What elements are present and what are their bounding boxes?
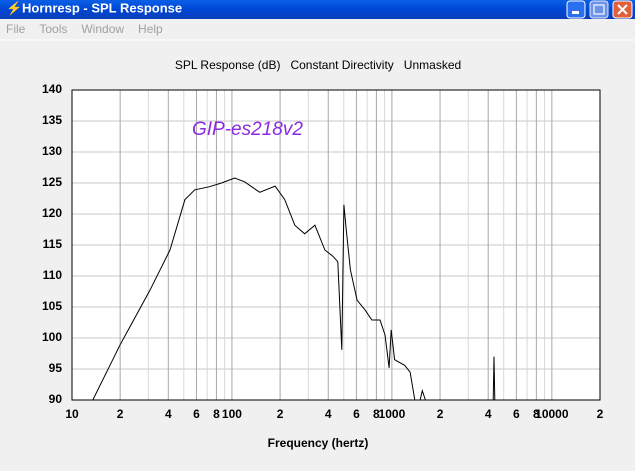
x-tick-label: 6: [353, 407, 360, 421]
y-tick-label: 120: [42, 206, 62, 220]
close-icon: [617, 4, 628, 15]
x-tick-label: 6: [193, 407, 200, 421]
x-tick-label: 4: [165, 407, 172, 421]
y-tick-label: 135: [42, 113, 62, 127]
x-tick-label: 100: [222, 407, 242, 421]
plot-border: [71, 89, 601, 401]
annotation: GIP-es218v2: [192, 119, 303, 140]
x-tick-label: 2: [117, 407, 124, 421]
x-tick-label: 1000: [379, 407, 406, 421]
x-tick-label: 2: [437, 407, 444, 421]
y-tick-label: 110: [43, 268, 63, 282]
menu-item[interactable]: File: [6, 22, 26, 36]
x-tick-label: 4: [325, 407, 332, 421]
menu-item[interactable]: Help: [138, 22, 163, 36]
x-tick-label: 4: [485, 407, 492, 421]
minimize-icon: [572, 11, 579, 14]
y-tick-label: 90: [49, 392, 63, 406]
minimize-button[interactable]: [566, 0, 586, 19]
series: [92, 177, 496, 400]
x-tick-label: 8: [373, 407, 380, 421]
x-tick-label: 2: [277, 407, 284, 421]
y-tick-label: 105: [42, 299, 62, 313]
spl-curve: [92, 177, 496, 400]
x-tick-label: 8: [533, 407, 540, 421]
window-title: Hornresp - SPL Response: [22, 0, 182, 15]
x-tick-label: 8: [213, 407, 220, 421]
maximize-icon: [593, 4, 605, 15]
x-tick-label: 6: [513, 407, 520, 421]
x-tick-label: 2: [597, 407, 604, 421]
y-tick-label: 130: [42, 144, 62, 158]
y-tick-label: 140: [42, 82, 62, 96]
app-icon: ⚡: [6, 0, 22, 16]
x-axis-label: Frequency (hertz): [268, 436, 369, 450]
chart-title: SPL Response (dB) Constant Directivity U…: [175, 58, 461, 72]
title-bar: [0, 0, 635, 19]
y-tick-label: 95: [49, 361, 63, 375]
menu-bar: File Tools Window Help: [6, 22, 163, 36]
x-tick-label: 10000: [535, 407, 569, 421]
menu-item[interactable]: Tools: [39, 22, 67, 36]
x-tick-label: 10: [65, 407, 79, 421]
maximize-button[interactable]: [589, 0, 609, 19]
y-tick-label: 115: [43, 237, 63, 251]
menu-item[interactable]: Window: [81, 22, 124, 36]
y-tick-label: 100: [42, 330, 62, 344]
y-tick-label: 125: [42, 175, 62, 189]
